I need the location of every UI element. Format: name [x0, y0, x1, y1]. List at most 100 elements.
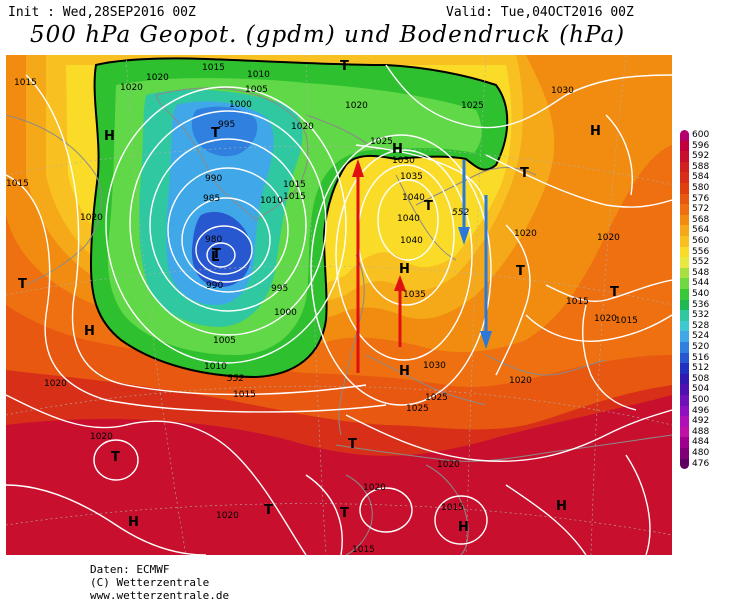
scale-color-596 [680, 140, 689, 152]
trough-center: T [111, 450, 120, 465]
scale-label-568: 568 [692, 214, 710, 225]
isobar-label: 1030 [423, 361, 446, 371]
scale-color-580 [680, 183, 689, 194]
isobar-label: 1030 [551, 86, 574, 96]
scale-color-528 [680, 320, 689, 332]
scale-color-560 [680, 236, 689, 247]
scale-label-532: 532 [692, 310, 710, 321]
trough-center: T [424, 199, 433, 214]
isobar-label: 1010 [204, 362, 227, 372]
high-pressure-center: H [84, 324, 95, 339]
credit-copyright: (C) Wetterzentrale [90, 576, 210, 589]
scale-color-540 [680, 289, 689, 300]
weather-map: 1015 1020 1020 1015 1010 1005 1000 995 990 985 980… [6, 55, 672, 555]
scale-label-500: 500 [692, 395, 710, 405]
trough-center: T [264, 503, 273, 518]
isobar-label: 1015 [233, 390, 256, 400]
isobar-label: 1025 [370, 137, 393, 147]
isobar-label: 1020 [509, 376, 532, 386]
scale-label-584: 584 [692, 172, 710, 183]
scale-color-484 [680, 437, 689, 448]
isobar-label: 1040 [397, 214, 420, 224]
scale-label-600: 600 [692, 130, 710, 140]
isobar-label: 990 [205, 174, 222, 184]
scale-color-592 [680, 151, 689, 162]
field-520-north [191, 106, 258, 157]
isobar-labels: 1015 102010201015101010051000995990985980… [6, 63, 638, 555]
isobar-label: 1020 [514, 229, 537, 239]
credit-data-source: Daten: ECMWF [90, 563, 170, 576]
scale-label-588: 588 [692, 161, 710, 172]
isobar-label: 1015 [441, 503, 464, 513]
isobar-label: 1035 [403, 290, 426, 300]
scale-color-568 [680, 214, 689, 226]
chart-title: 500 hPa Geopot. (gpdm) und Bodendruck (h… [30, 22, 626, 48]
isobar-label: 1020 [363, 483, 386, 493]
credit-website[interactable]: www.wetterzentrale.de [90, 589, 230, 602]
scale-color-556 [680, 246, 689, 258]
warm-arrow-1-head [352, 159, 364, 177]
scale-label-484: 484 [692, 437, 710, 448]
cold-arrow-1-head [458, 227, 470, 245]
scale-label-504: 504 [692, 384, 710, 395]
valid-time: Valid: Tue,04OCT2016 00Z [446, 5, 634, 20]
warm-arrow-2-head [394, 275, 406, 291]
scale-label-496: 496 [692, 405, 710, 416]
scale-label-512: 512 [692, 363, 710, 374]
scale-label-596: 596 [692, 140, 710, 151]
isobar-label: 1015 [352, 545, 375, 555]
scale-label-524: 524 [692, 331, 710, 342]
trough-center: T [212, 247, 221, 262]
isobar-label: 1000 [229, 100, 252, 110]
trough-center: T [340, 506, 349, 521]
scale-color-488 [680, 426, 689, 438]
scale-label-564: 564 [692, 225, 710, 236]
high-pressure-center: H [128, 515, 139, 530]
isobar-label: 1040 [402, 193, 425, 203]
isobar-label: 1025 [425, 393, 448, 403]
high-pressure-center: H [399, 262, 410, 277]
isobar-label: 1015 [283, 180, 306, 190]
scale-color-504 [680, 384, 689, 395]
isobar-label: 1010 [260, 196, 283, 206]
scale-color-520 [680, 342, 689, 353]
scale-label-572: 572 [692, 204, 710, 215]
isobar-label: 1020 [291, 122, 314, 132]
trough-center: T [610, 285, 619, 300]
scale-color-552 [680, 257, 689, 268]
trough-center: T [340, 59, 349, 74]
init-time: Init : Wed,28SEP2016 00Z [8, 5, 196, 20]
scale-color-548 [680, 267, 689, 279]
isobar-label: 1020 [216, 511, 239, 521]
isobar-label: 1025 [461, 101, 484, 111]
high-pressure-center: H [458, 520, 469, 535]
isobar-label: 995 [271, 284, 288, 294]
cold-arrow-2-head [480, 331, 492, 349]
isobar-label: 1035 [400, 172, 423, 182]
trough-center: T [520, 166, 529, 181]
isobar-label: 1020 [90, 432, 113, 442]
scale-label-548: 548 [692, 267, 710, 278]
high-pressure-center: H [590, 124, 601, 139]
scale-color-600 [680, 130, 689, 141]
scale-color-516 [680, 352, 689, 364]
scale-color-532 [680, 310, 689, 321]
scale-label-576: 576 [692, 193, 710, 204]
scale-label-508: 508 [692, 373, 710, 384]
scale-label-536: 536 [692, 299, 710, 310]
scale-label-580: 580 [692, 183, 710, 193]
trough-center: T [516, 264, 525, 279]
scale-color-524 [680, 331, 689, 342]
isobar-label: 1020 [594, 314, 617, 324]
isobar-label: 995 [218, 120, 235, 130]
low-pressure-center: L [211, 250, 219, 265]
isobar-label: 1015 [202, 63, 225, 73]
scale-color-536 [680, 299, 689, 311]
isobar-label: 1015 [566, 297, 589, 307]
scale-color-492 [680, 416, 689, 427]
isobar-label: 1015 [615, 316, 638, 326]
scale-color-544 [680, 278, 689, 289]
scale-label-528: 528 [692, 320, 710, 331]
warm-advection-arrows [352, 159, 406, 373]
